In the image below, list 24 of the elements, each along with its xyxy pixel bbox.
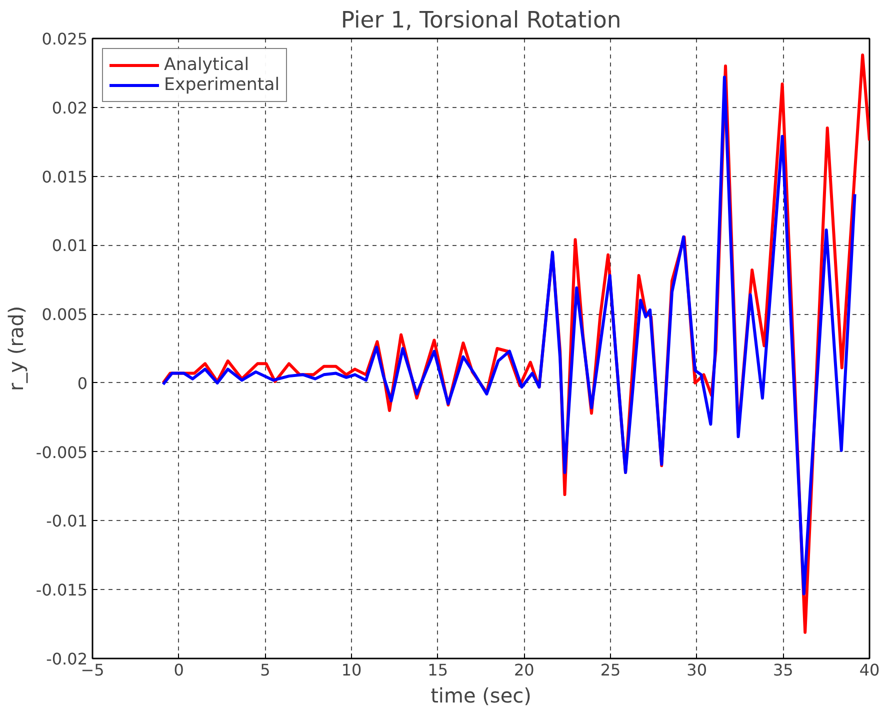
y-tick-label: 0.01 (52, 236, 88, 256)
y-tick-label: 0 (77, 374, 88, 393)
x-tick-label: 25 (600, 660, 621, 680)
y-tick-label: 0.02 (52, 98, 88, 118)
legend-label: Analytical (164, 55, 250, 75)
y-tick-label: 0.025 (42, 30, 88, 48)
x-tick-label: 15 (428, 660, 448, 680)
x-tick-label: 35 (772, 660, 794, 680)
x-tick-label: 10 (341, 660, 362, 680)
x-tick-label: 30 (686, 660, 708, 680)
x-tick-label: 5 (260, 660, 270, 680)
x-axis-title: time (sec) (430, 684, 532, 708)
y-tick-label: -0.02 (46, 650, 88, 668)
x-tick-label: 40 (859, 660, 880, 680)
y-tick-label: -0.015 (36, 580, 88, 600)
y-axis-title: r_y (rad) (4, 306, 28, 392)
y-tick-label: 0.005 (42, 305, 88, 324)
chart-title: Pier 1, Torsional Rotation (340, 8, 622, 34)
x-tick-label: 0 (174, 660, 184, 680)
legend-label: Experimental (164, 75, 280, 95)
y-tick-label: 0.015 (42, 167, 88, 186)
y-tick-label: -0.01 (46, 512, 88, 531)
y-tick-label: -0.005 (36, 442, 88, 462)
x-tick-label: 20 (514, 660, 534, 680)
